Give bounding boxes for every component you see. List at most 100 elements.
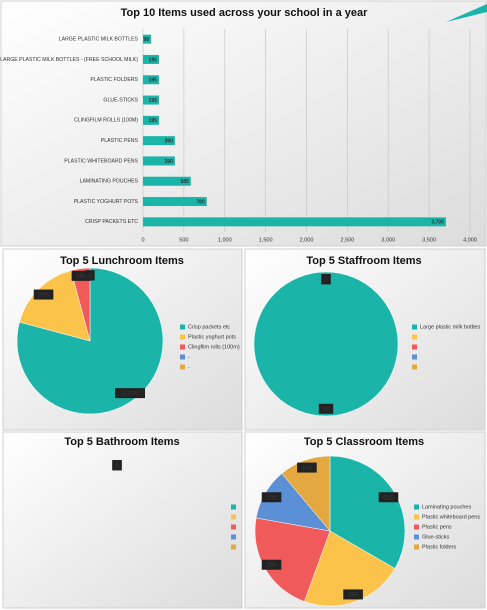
x-tick-label: 0 bbox=[141, 237, 144, 243]
x-tick-label: 1,000 bbox=[218, 237, 232, 243]
x-tick-label: 3,500 bbox=[422, 237, 436, 243]
legend-swatch bbox=[412, 344, 417, 350]
legend-swatch bbox=[180, 324, 185, 330]
data-label-box bbox=[318, 403, 334, 414]
data-label-box bbox=[33, 289, 54, 300]
x-tick-label: 2,500 bbox=[340, 237, 354, 243]
legend-label: Glue-sticks bbox=[422, 534, 449, 540]
legend-label: Large plastic milk bottles bbox=[420, 324, 480, 330]
legend-swatch bbox=[231, 524, 236, 530]
data-label-box bbox=[71, 270, 92, 281]
y-tick-label: LARGE PLASTIC MILK BOTTLES - (FREE SCHOO… bbox=[0, 57, 138, 63]
y-tick-label: CRISP PACKETS ETC bbox=[85, 219, 138, 225]
bar bbox=[143, 176, 191, 186]
legend-swatch bbox=[180, 354, 185, 360]
legend-swatch bbox=[231, 504, 236, 510]
data-label: 98 bbox=[322, 406, 330, 413]
legend-label: Plastic yoghurt pots bbox=[188, 334, 236, 340]
y-tick-label: PLASTIC YOGHURT POTS bbox=[74, 199, 139, 205]
data-label-box bbox=[297, 462, 317, 473]
y-tick-label: GLUE-STICKS bbox=[103, 97, 138, 103]
data-label: 3,705 bbox=[431, 220, 444, 226]
bar bbox=[143, 156, 175, 166]
legend-swatch bbox=[414, 534, 419, 540]
pie-slice bbox=[304, 530, 396, 607]
bar bbox=[143, 75, 159, 85]
legend-label: Plastic pens bbox=[422, 524, 452, 530]
data-label: 195 bbox=[266, 494, 277, 501]
panel bbox=[2, 431, 243, 609]
data-label: 195 bbox=[76, 273, 87, 280]
data-label: 585 bbox=[383, 494, 394, 501]
x-tick-label: 1,500 bbox=[259, 237, 273, 243]
bar bbox=[143, 54, 159, 64]
data-label: 390 bbox=[266, 562, 277, 569]
data-label-box bbox=[261, 559, 282, 570]
data-label: 98 bbox=[143, 37, 149, 43]
x-tick-label: 3,000 bbox=[381, 237, 395, 243]
legend-label: - bbox=[188, 354, 190, 360]
data-label: 195 bbox=[149, 78, 158, 84]
legend-swatch bbox=[180, 344, 185, 350]
legend-label: Plastic folders bbox=[422, 544, 456, 550]
legend-swatch bbox=[412, 334, 417, 340]
data-label-box bbox=[343, 589, 363, 600]
data-label: 0 bbox=[115, 462, 119, 469]
bar bbox=[143, 34, 152, 44]
chart-title: Top 5 Lunchroom Items bbox=[60, 255, 184, 267]
y-tick-label: LAMINATING POUCHES bbox=[80, 179, 139, 185]
data-label: 780 bbox=[196, 199, 205, 205]
data-label: 0 bbox=[324, 276, 328, 283]
bar bbox=[143, 217, 446, 227]
data-label: 195 bbox=[149, 57, 158, 63]
data-label: 195 bbox=[149, 98, 158, 104]
data-label: 0 bbox=[88, 273, 92, 280]
data-label: 390 bbox=[165, 138, 174, 144]
legend-swatch bbox=[414, 544, 419, 550]
legend-swatch bbox=[412, 324, 417, 330]
data-label-box bbox=[114, 388, 145, 399]
legend-swatch bbox=[180, 334, 185, 340]
data-label-box bbox=[321, 274, 331, 285]
legend-swatch bbox=[412, 354, 417, 360]
legend-label: - bbox=[188, 364, 190, 370]
data-label-box bbox=[85, 270, 95, 281]
y-tick-label: PLASTIC WHITEBOARD PENS bbox=[64, 158, 138, 164]
data-label-box bbox=[112, 460, 122, 471]
data-label: 195 bbox=[301, 465, 312, 472]
legend-swatch bbox=[231, 514, 236, 520]
legend-label: Clingfilm rolls (100m) bbox=[188, 344, 240, 350]
pie-slice bbox=[281, 455, 331, 532]
legend-swatch bbox=[414, 524, 419, 530]
data-label-box bbox=[378, 492, 399, 503]
y-tick-label: PLASTIC PENS bbox=[101, 138, 139, 144]
data-label: 390 bbox=[348, 592, 359, 599]
data-label-box bbox=[261, 492, 282, 503]
y-tick-label: CLINGFILM ROLLS (100M) bbox=[74, 118, 138, 124]
legend-swatch bbox=[180, 364, 185, 370]
bar bbox=[143, 115, 159, 125]
legend-label: Plastic whiteboard pens bbox=[422, 514, 480, 520]
pie-slice bbox=[253, 271, 399, 417]
legend-label: Crisp packets etc bbox=[188, 324, 230, 330]
chart-title: Top 5 Bathroom Items bbox=[64, 436, 179, 448]
legend-swatch bbox=[412, 364, 417, 370]
legend-swatch bbox=[414, 514, 419, 520]
x-tick-label: 4,000 bbox=[463, 237, 477, 243]
legend-swatch bbox=[414, 504, 419, 510]
data-label: 390 bbox=[165, 159, 174, 165]
data-label: 195 bbox=[149, 118, 158, 124]
x-tick-label: 2,000 bbox=[300, 237, 314, 243]
x-tick-label: 500 bbox=[179, 237, 188, 243]
data-label: 3,705 bbox=[122, 390, 139, 397]
legend-swatch bbox=[231, 544, 236, 550]
chart-title: Top 5 Staffroom Items bbox=[306, 255, 421, 267]
bar bbox=[143, 95, 159, 105]
pie-slice bbox=[19, 270, 91, 342]
chart-title: Top 5 Classroom Items bbox=[304, 436, 424, 448]
legend-swatch bbox=[231, 534, 236, 540]
pie-slice bbox=[70, 267, 91, 342]
data-label: 585 bbox=[180, 179, 189, 185]
legend-label: Laminating pouches bbox=[422, 504, 471, 510]
